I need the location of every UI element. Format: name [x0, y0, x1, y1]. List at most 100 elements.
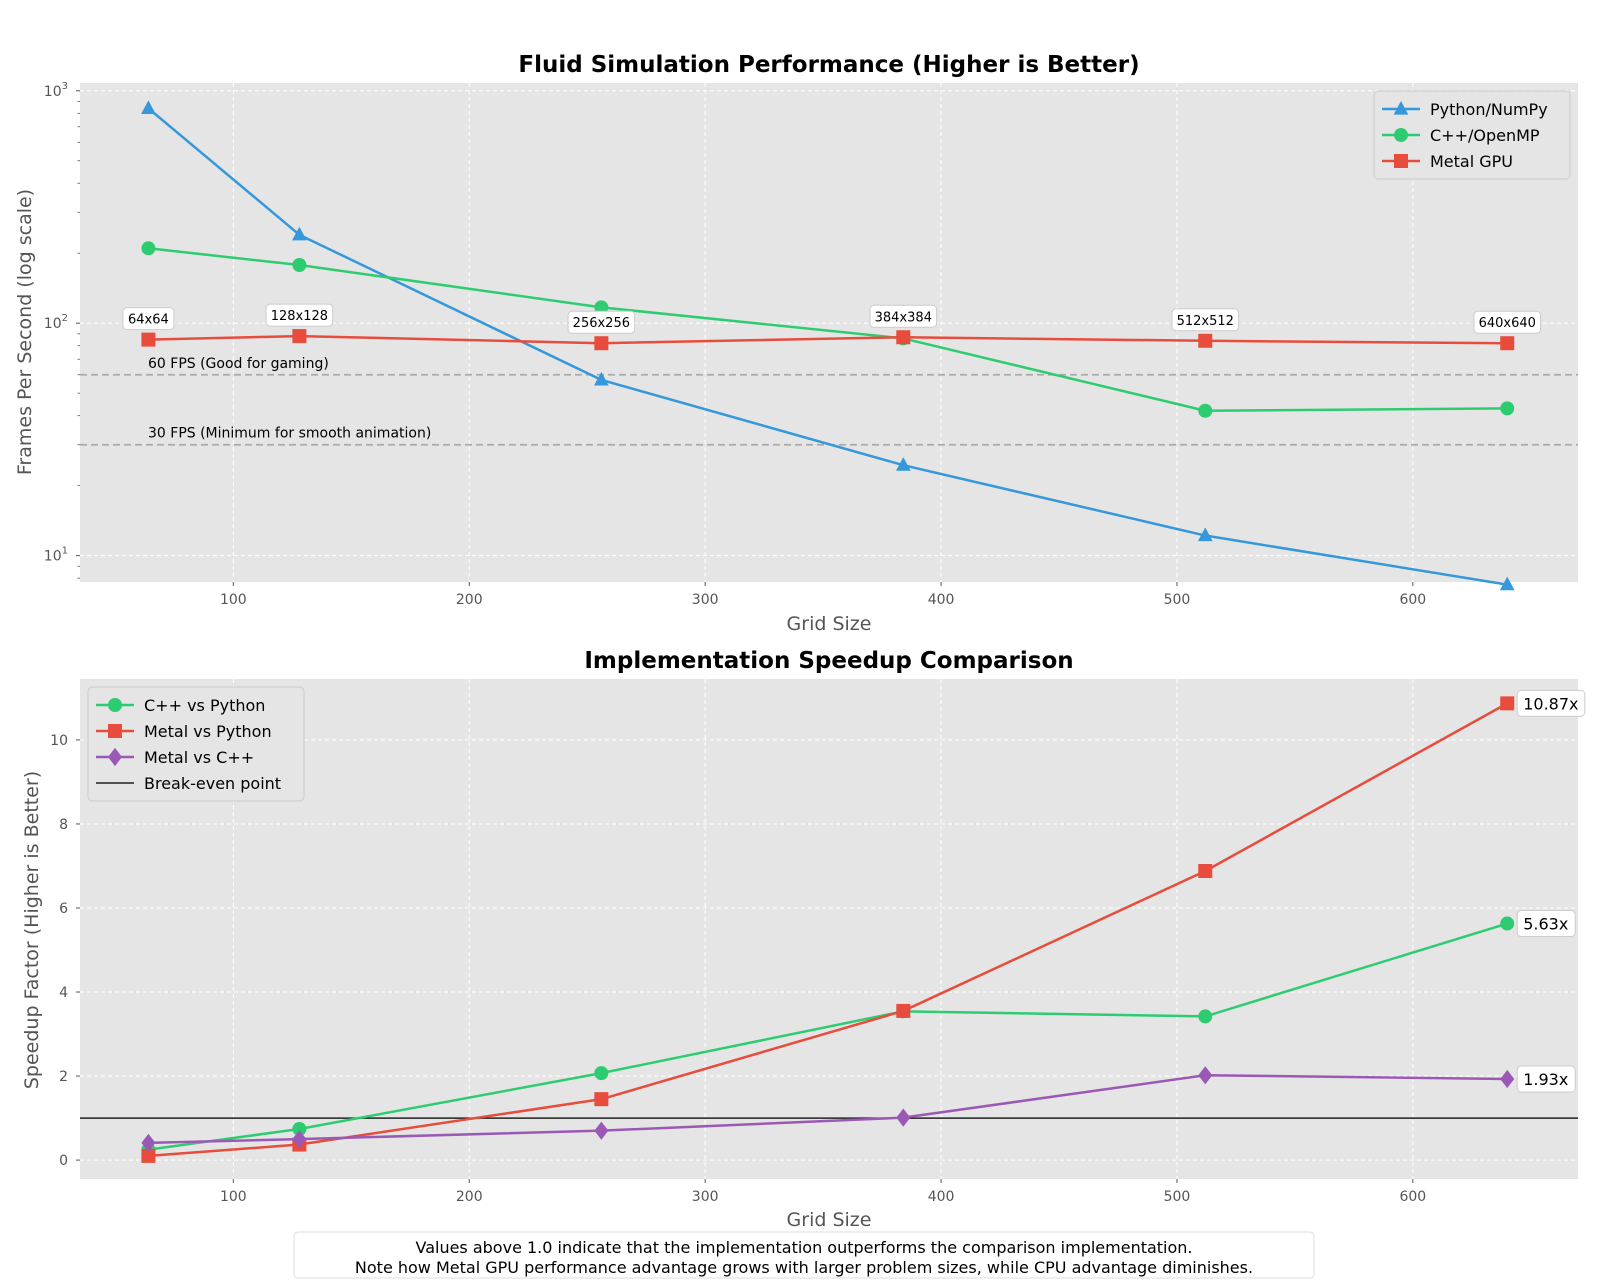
series-line-metal-vs-c [148, 1073, 1508, 1145]
grid-size-label: 128x128 [265, 303, 334, 327]
end-label-box [1516, 910, 1576, 938]
legend-swatch-marker [108, 698, 122, 712]
grid-size-label-text: 512x512 [1177, 314, 1234, 329]
legend-swatch-marker [1393, 100, 1409, 115]
x-tick-label: 400 [928, 1189, 955, 1205]
y-tick-label: 10 [50, 733, 68, 749]
data-point-metal-vs-python [896, 1003, 911, 1018]
data-point-metal-vs-c [1198, 1066, 1213, 1085]
series-line-c-openmp [148, 247, 1508, 413]
series-metal-vs-python [141, 696, 1515, 1163]
y-tick-exponent: 2 [62, 313, 68, 324]
series-metal-vs-c [141, 1066, 1515, 1152]
data-point-metal-vs-c [896, 1108, 911, 1127]
speedup-plot-area [80, 679, 1578, 1179]
speedup-chart-title: Implementation Speedup Comparison [584, 648, 1073, 674]
end-label-text: 5.63x [1523, 915, 1568, 934]
fps-ticks: 100 200 300 400 500 600 101 102 103 [44, 81, 1426, 608]
data-point-metal-gpu [292, 329, 307, 344]
x-tick-label: 500 [1164, 1189, 1191, 1205]
grid-size-label: 512x512 [1171, 308, 1240, 332]
speedup-x-axis-label: Grid Size [787, 1209, 872, 1231]
data-point-metal-gpu [896, 330, 911, 345]
x-tick-label: 300 [692, 592, 719, 608]
data-point-metal-vs-python [594, 1092, 609, 1107]
data-point-metal-gpu [594, 336, 609, 351]
reference-line-label: 60 FPS (Good for gaming) [148, 356, 329, 372]
x-tick-label: 600 [1399, 1189, 1426, 1205]
series-metal-gpu [141, 329, 1515, 351]
y-tick-label: 4 [59, 985, 68, 1001]
legend-swatch-marker [1394, 154, 1408, 168]
data-point-python-numpy [895, 457, 911, 471]
data-point-c-vs-python [1198, 1009, 1213, 1024]
series-python-numpy [141, 100, 1515, 591]
grid-size-label: 256x256 [567, 310, 636, 334]
footnote-box [293, 1231, 1315, 1279]
data-point-c-vs-python [292, 1122, 307, 1136]
fps-chart: 60 FPS (Good for gaming) 30 FPS (Minimum … [14, 52, 1578, 635]
footnote: Values above 1.0 indicate that the imple… [293, 1231, 1315, 1279]
fps-series [141, 100, 1515, 591]
data-point-metal-vs-c [594, 1121, 609, 1140]
fps-legend: Python/NumPy C++/OpenMP Metal GPU [1373, 90, 1571, 180]
x-tick-label: 300 [692, 1189, 719, 1205]
data-point-metal-gpu [1198, 333, 1213, 348]
data-point-metal-vs-python [141, 1148, 156, 1163]
y-tick-exponent: 3 [62, 81, 68, 92]
y-tick-label: 0 [59, 1153, 68, 1169]
x-tick-label: 200 [456, 592, 483, 608]
legend-frame [87, 686, 305, 802]
fps-chart-title: Fluid Simulation Performance (Higher is … [518, 52, 1139, 78]
x-tick-label: 600 [1399, 592, 1426, 608]
grid-size-label-box [265, 303, 334, 327]
y-tick-label: 8 [59, 817, 68, 833]
data-point-python-numpy [594, 371, 609, 386]
data-point-metal-gpu [141, 332, 156, 347]
legend-label: Metal GPU [1430, 152, 1513, 171]
series-line-python-numpy [147, 107, 1508, 586]
x-tick-label: 200 [456, 1189, 483, 1205]
x-tick-label: 100 [220, 1189, 247, 1205]
end-label-box [1516, 689, 1586, 717]
data-point-python-numpy [292, 226, 307, 241]
legend-swatch-marker [108, 724, 122, 738]
data-point-c-openmp [1198, 403, 1213, 418]
grid-size-label: 64x64 [122, 307, 175, 331]
fps-x-axis-label: Grid Size [787, 613, 872, 635]
grid-size-label-text: 128x128 [271, 309, 328, 324]
speedup-chart: 100 200 300 400 500 600 0 2 4 6 8 10 5.63x 10.87x 1.9… [21, 648, 1586, 1231]
speedup-series [141, 696, 1515, 1163]
y-tick-exponent: 1 [62, 546, 68, 557]
data-point-python-numpy [1499, 576, 1515, 591]
fps-y-axis-label: Frames Per Second (log scale) [14, 189, 36, 475]
speedup-ticks: 100 200 300 400 500 600 0 2 4 6 8 10 [50, 733, 1426, 1205]
data-point-c-openmp [141, 241, 156, 256]
fps-grid-size-labels: 64x64 128x128 256x256 384x384 512x512 640x640 [122, 303, 1542, 334]
speedup-end-labels: 5.63x 10.87x 1.93x [1516, 689, 1586, 1093]
grid-size-label-text: 384x384 [875, 310, 932, 325]
y-tick-label: 6 [59, 901, 68, 917]
end-label-text: 1.93x [1523, 1070, 1568, 1089]
data-point-metal-vs-c [292, 1129, 307, 1149]
end-label-box [1516, 1065, 1576, 1093]
legend-label: C++/OpenMP [1430, 126, 1540, 145]
data-point-metal-vs-python [1198, 864, 1213, 879]
x-tick-label: 400 [928, 592, 955, 608]
data-point-metal-vs-c [1500, 1069, 1515, 1089]
legend-label: Break-even point [144, 774, 281, 793]
legend-label: Python/NumPy [1430, 100, 1548, 119]
data-point-python-numpy [1197, 527, 1213, 542]
end-label-metal-vs-python: 10.87x [1516, 689, 1586, 717]
legend-label: Metal vs Python [144, 722, 272, 741]
grid-size-label: 640x640 [1473, 310, 1542, 334]
data-point-metal-vs-python [1500, 696, 1515, 711]
data-point-c-openmp [1500, 401, 1515, 416]
data-point-metal-vs-c [141, 1133, 156, 1152]
x-tick-label: 500 [1164, 592, 1191, 608]
speedup-legend: C++ vs Python Metal vs Python Metal vs C++… [87, 686, 305, 802]
data-point-python-numpy [141, 100, 156, 114]
series-line-c-vs-python [148, 922, 1508, 1151]
grid-size-label-box [1171, 308, 1240, 332]
